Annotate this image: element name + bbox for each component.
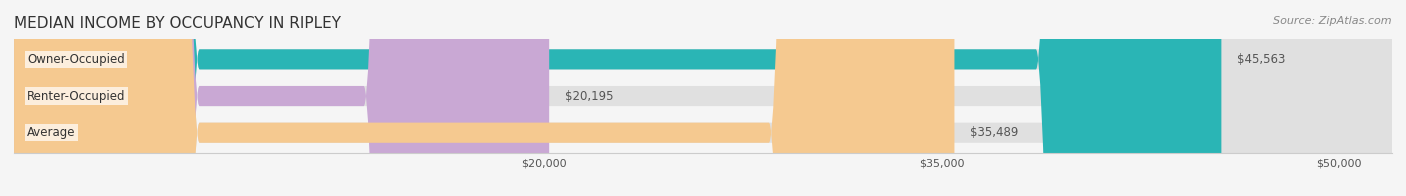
Text: $45,563: $45,563 [1237, 53, 1285, 66]
FancyBboxPatch shape [14, 0, 1222, 196]
Text: MEDIAN INCOME BY OCCUPANCY IN RIPLEY: MEDIAN INCOME BY OCCUPANCY IN RIPLEY [14, 16, 342, 31]
FancyBboxPatch shape [14, 0, 955, 196]
Text: $35,489: $35,489 [970, 126, 1019, 139]
FancyBboxPatch shape [14, 0, 1392, 196]
Text: Owner-Occupied: Owner-Occupied [27, 53, 125, 66]
FancyBboxPatch shape [14, 0, 550, 196]
FancyBboxPatch shape [14, 0, 1392, 196]
Text: Average: Average [27, 126, 76, 139]
FancyBboxPatch shape [14, 0, 1392, 196]
Text: Renter-Occupied: Renter-Occupied [27, 90, 125, 103]
Text: Source: ZipAtlas.com: Source: ZipAtlas.com [1274, 16, 1392, 26]
Text: $20,195: $20,195 [565, 90, 613, 103]
